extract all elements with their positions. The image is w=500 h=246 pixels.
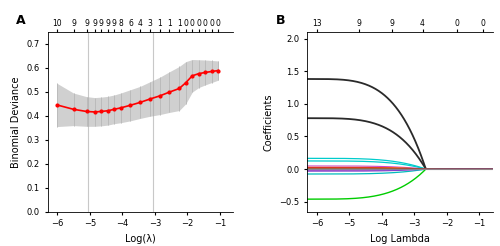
- Y-axis label: Coefficients: Coefficients: [264, 93, 274, 151]
- Text: B: B: [276, 14, 285, 27]
- Text: A: A: [16, 14, 26, 27]
- X-axis label: Log Lambda: Log Lambda: [370, 234, 430, 244]
- X-axis label: Log(λ): Log(λ): [125, 234, 156, 244]
- Y-axis label: Binomial Deviance: Binomial Deviance: [11, 76, 21, 168]
